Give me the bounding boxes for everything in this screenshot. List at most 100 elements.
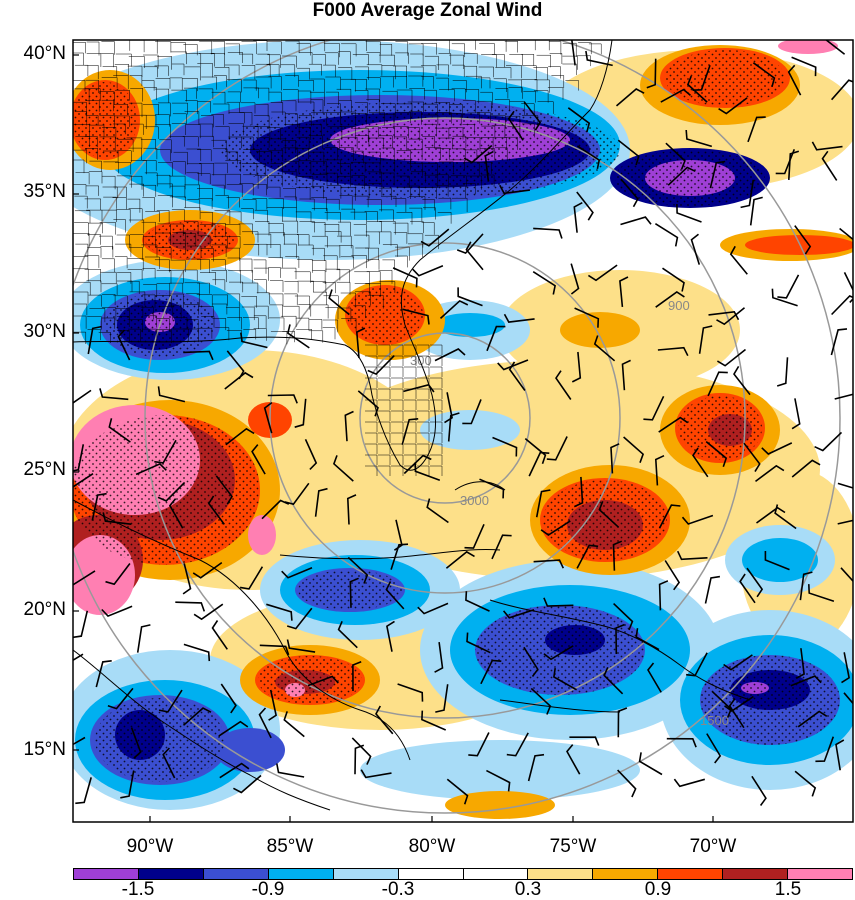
wind-barb [643,395,665,421]
wind-barb [332,455,354,482]
wind-barb [337,620,358,649]
wind-barb [503,313,535,323]
wind-barb [294,398,307,428]
wind-barb [491,534,512,560]
wind-barb [283,711,305,738]
wind-barb [281,566,313,579]
lat-label-35n: 35°N [23,181,66,202]
wind-barb [576,544,599,569]
wind-barb [658,580,669,611]
wind-barb [794,225,812,255]
wind-barb [347,556,369,584]
wind-barb [535,489,551,518]
wind-barb [774,504,797,530]
ring-label-3000: 3000 [460,493,489,508]
wind-barb [107,687,134,710]
wind-barb [367,355,395,376]
wind-barb [75,777,92,805]
wind-barb [486,325,506,352]
wind-barb [706,733,722,764]
wind-barb [585,50,613,67]
wind-barb [268,689,277,721]
wind-barb [740,179,755,209]
wind-barb [168,498,184,529]
lon-label-90w: 90°W [126,836,174,857]
wind-barb [328,289,350,316]
wind-barb [484,150,494,182]
wind-barb [507,110,524,141]
wind-barb [743,442,761,473]
wind-barb [647,662,662,693]
wind-barb [612,540,623,571]
wind-barb [120,770,135,799]
wind-barb [814,431,843,452]
wind-barb [523,646,539,677]
wind-barb [573,201,583,233]
wind-barb [777,274,800,299]
wind-barb [466,632,491,654]
ring-label-1500: 1500 [700,713,729,728]
wind-barb [795,648,805,680]
wind-barb [837,519,853,525]
wind-barb [574,307,600,328]
wind-barb [421,710,447,731]
wind-barb [771,288,798,307]
wind-barb [456,233,484,255]
wind-barb [73,610,89,639]
wind-barb [655,291,685,308]
wind-barb [220,683,237,714]
lat-label-30n: 30°N [23,321,66,342]
wind-barb [676,203,702,223]
wind-barb [192,561,223,579]
colorbar-label: -0.3 [381,879,415,900]
wind-barb [158,689,183,713]
wind-barb [681,514,714,525]
wind-barb [439,299,469,319]
wind-barb [533,227,563,239]
wind-barb [638,752,663,776]
wind-barb [824,40,846,55]
lon-label-70w: 70°W [689,836,737,857]
wind-barb [240,332,268,349]
wind-barb [506,732,529,757]
wind-barb [839,227,853,241]
wind-barb [657,346,689,357]
colorbar [73,868,853,880]
wind-barb [397,683,424,702]
colorbar-swatch [398,869,464,879]
wind-barb [570,263,580,295]
wind-barb [811,141,843,151]
wind-barb [215,475,233,505]
wind-barb [543,645,574,661]
wind-barb [528,451,550,477]
wind-barb [465,241,484,271]
wind-barb [615,623,625,655]
lat-label-40n: 40°N [23,43,66,64]
wind-barb [464,523,485,549]
wind-barb [218,720,249,737]
wind-barb [755,464,785,483]
wind-barb [117,329,131,361]
wind-barb [667,166,696,186]
wind-barb [797,710,828,728]
wind-barb [73,653,84,662]
lat-label-20n: 20°N [23,599,66,620]
wind-barb [73,389,92,404]
wind-barb [546,436,568,461]
colorbar-swatch [593,869,659,879]
lon-label-85w: 85°W [266,836,314,857]
wind-barb [224,371,254,390]
wind-barb [486,769,511,792]
wind-barb [101,605,133,618]
wind-barb [831,295,853,316]
wind-barb [276,763,305,778]
wind-barb [635,628,660,651]
wind-barb [207,495,225,525]
wind-barb [791,459,821,478]
wind-barb [553,667,577,691]
wind-barb [834,393,853,400]
wind-barb [723,654,753,671]
wind-barb [576,145,601,170]
wind-barb [73,570,96,586]
